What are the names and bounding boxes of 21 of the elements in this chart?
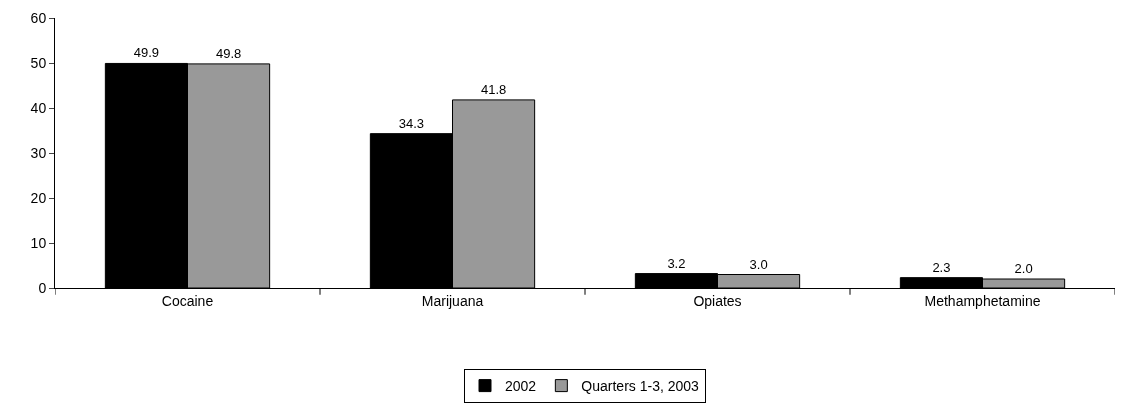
y-tick-label: 30: [30, 144, 47, 161]
x-tick-label: Opiates: [693, 292, 742, 309]
data-label: 3.2: [667, 255, 686, 271]
y-tick-label: 10: [30, 234, 47, 251]
data-label: 2.0: [1014, 261, 1033, 276]
y-tick-label: 20: [30, 189, 47, 206]
legend-label: 2002: [505, 378, 537, 395]
data-label: 34.3: [398, 115, 425, 131]
x-tick-label: Methamphetamine: [924, 292, 1041, 309]
y-tick-label: 40: [30, 99, 47, 116]
legend-label: Quarters 1-3, 2003: [581, 378, 700, 395]
data-label: 49.9: [133, 45, 160, 61]
data-label: 41.8: [480, 81, 507, 97]
data-label: 2.3: [932, 259, 951, 275]
x-tick-label: Marijuana: [421, 292, 484, 309]
y-tick-label: 60: [30, 9, 47, 26]
y-tick-label: 50: [30, 54, 47, 71]
x-tick-label: Cocaine: [161, 292, 214, 309]
data-label: 49.8: [215, 45, 242, 61]
data-label: 3.0: [749, 256, 768, 272]
y-tick-label: 0: [38, 279, 47, 296]
